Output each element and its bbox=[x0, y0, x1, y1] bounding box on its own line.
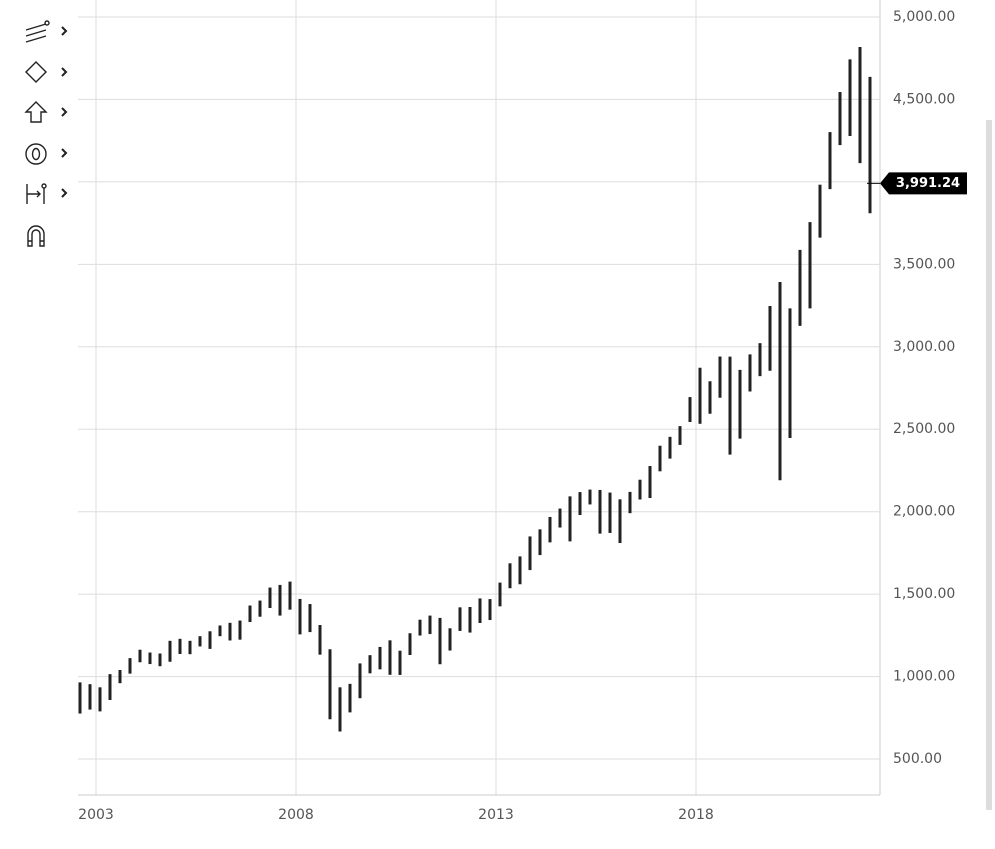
x-tick-label: 2003 bbox=[78, 807, 114, 823]
y-tick-label: 5,000.00 bbox=[893, 9, 955, 25]
tool-lines[interactable] bbox=[25, 20, 68, 43]
tool-measure[interactable] bbox=[26, 183, 68, 204]
y-tick-label: 1,500.00 bbox=[893, 586, 955, 602]
x-tick-label: 2013 bbox=[478, 807, 514, 823]
tool-arrows[interactable] bbox=[24, 101, 68, 123]
y-tick-label: 4,500.00 bbox=[893, 91, 955, 107]
grid bbox=[78, 0, 880, 795]
toolbar bbox=[24, 20, 68, 247]
x-tick-label: 2008 bbox=[278, 807, 314, 823]
scrollbar[interactable] bbox=[986, 120, 992, 810]
y-tick-label: 500.00 bbox=[893, 751, 942, 767]
tool-magnet[interactable] bbox=[27, 225, 45, 247]
last-value-badge bbox=[880, 172, 967, 195]
tool-annotation[interactable] bbox=[25, 143, 68, 165]
x-tick-label: 2018 bbox=[678, 807, 714, 823]
y-tick-label: 1,000.00 bbox=[893, 669, 955, 685]
y-tick-label: 2,500.00 bbox=[893, 421, 955, 437]
bars bbox=[78, 46, 872, 732]
last-value-label: 3,991.24 bbox=[896, 176, 960, 191]
y-tick-label: 2,000.00 bbox=[893, 504, 955, 520]
y-tick-label: 3,500.00 bbox=[893, 256, 955, 272]
y-tick-label: 3,000.00 bbox=[893, 339, 955, 355]
tool-shapes[interactable] bbox=[25, 61, 68, 83]
